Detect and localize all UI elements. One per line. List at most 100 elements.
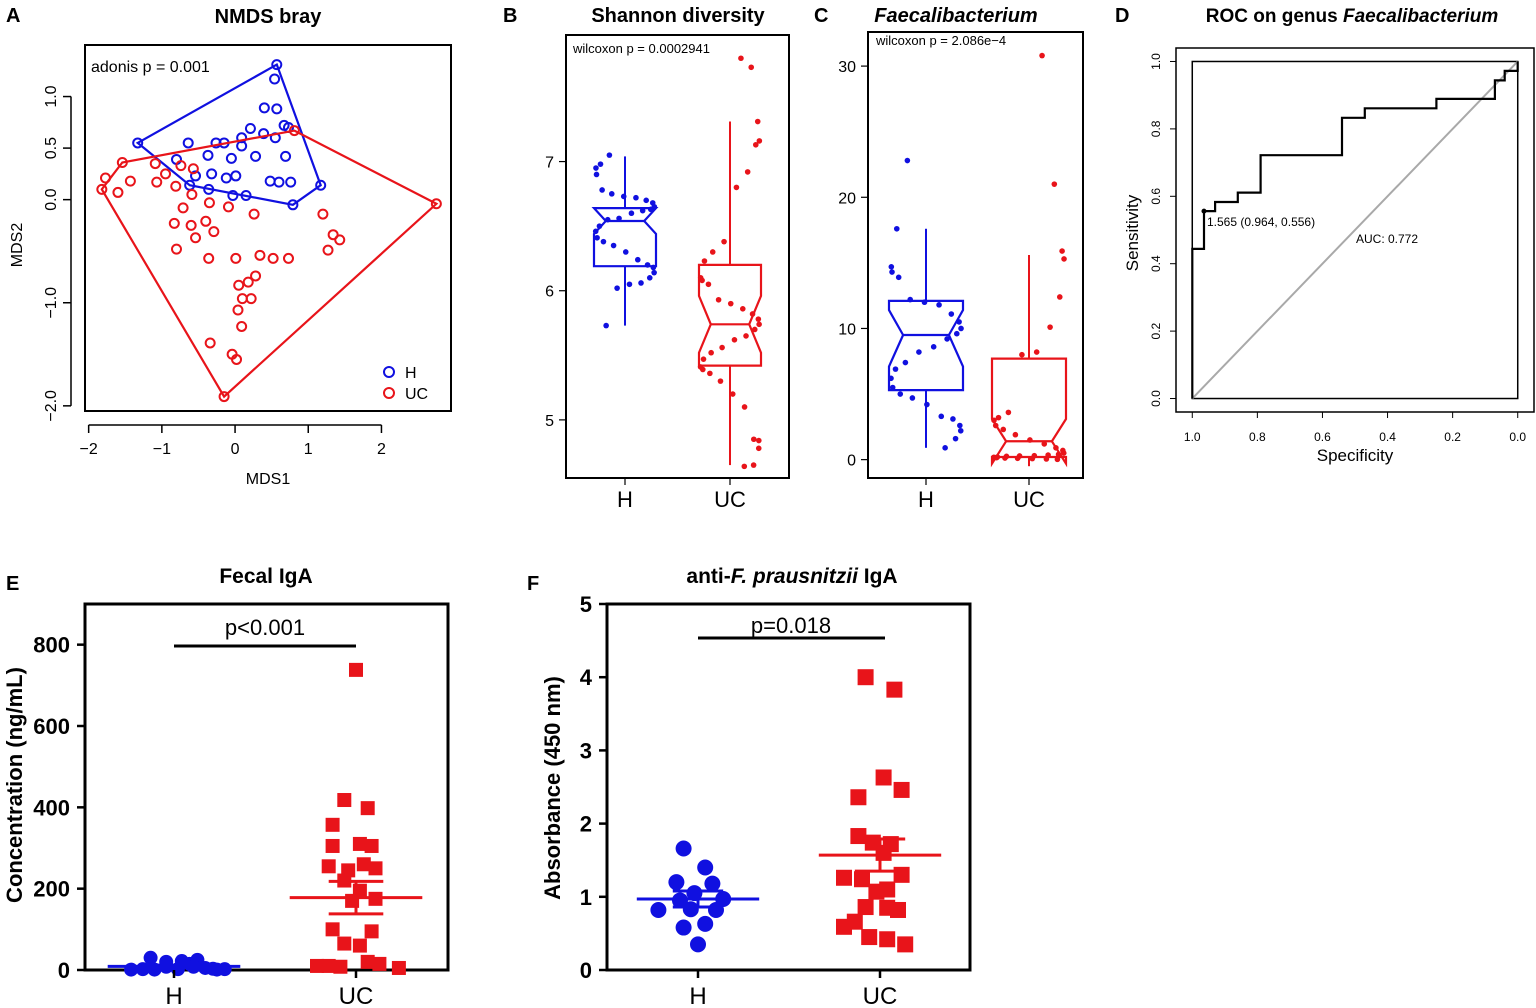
panel-f-xtick-label: UC [863, 983, 898, 1008]
panel-c-h-point [907, 296, 914, 303]
panel-b-h-point [597, 161, 604, 167]
panel-a-ytick-label: 1.0 [43, 85, 60, 107]
panel-a-point-h [236, 140, 248, 152]
panel-b-h-point [646, 275, 653, 281]
panel-c-uc-point [1019, 351, 1025, 358]
panel-c-uc-box [990, 357, 1068, 468]
panel-c-uc-point [1012, 431, 1019, 438]
panel-f-h-point [668, 874, 685, 891]
panel-a-point-h [203, 183, 215, 195]
panel-f-uc-point [893, 781, 910, 798]
panel-c-ytick-label: 10 [838, 321, 856, 338]
panel-c-h-point [888, 375, 894, 382]
panel-a-point-h [206, 168, 218, 180]
panel-b-h-point [650, 264, 657, 271]
panel-a-point-h [240, 190, 252, 202]
panel-e-uc-point [391, 960, 406, 975]
panel-e-ylabel: Concentration (ng/mL) [2, 667, 27, 903]
panel-b-uc-point [744, 169, 751, 175]
panel-f-ytick-label: 4 [580, 665, 593, 690]
panel-c-uc-point [1029, 455, 1036, 462]
panel-e-uc-point [372, 956, 387, 971]
panel-c-h-point [921, 299, 928, 306]
panel-c-uc-point [1059, 248, 1065, 254]
panel-b-uc-point [754, 118, 761, 125]
panel-a-ytick-label: −2.0 [43, 390, 60, 422]
panel-f-uc-point [836, 869, 852, 886]
legend-uc-label: UC [405, 386, 428, 403]
panel-c-uc-point [1047, 324, 1053, 330]
panel-c-uc-point [1053, 445, 1059, 451]
panel-e-uc-point [352, 836, 367, 851]
panel-b-xtick-label: H [617, 487, 633, 512]
panel-b-uc-point [699, 277, 705, 284]
panel-d-title: ROC on genus Faecalibacterium [1206, 6, 1499, 27]
panel-b-h-point [608, 191, 615, 197]
legend-uc-marker [383, 387, 395, 399]
panel-c-h-point [950, 416, 956, 422]
panel-f-h-point [690, 936, 706, 953]
panel-c-h-point [892, 366, 899, 372]
panel-b-uc-point [756, 138, 763, 144]
panel-c-h-point [889, 269, 895, 275]
panel-d-xtick-label: 0.0 [1509, 430, 1526, 444]
panel-b-uc-point [733, 184, 740, 191]
panel-b-uc-point [741, 463, 748, 470]
panel-f-h-point [675, 840, 692, 857]
panel-e-pvalue: p<0.001 [225, 615, 305, 640]
panel-b-h-point [610, 242, 617, 249]
panel-d-xtick-label: 0.2 [1444, 430, 1461, 444]
panel-b-uc-point [739, 306, 746, 312]
panel-b-uc-point [755, 316, 762, 322]
panel-c-uc-point [995, 414, 1002, 421]
panel-c-annotation: wilcoxon p = 2.086e−4 [875, 33, 1006, 48]
panel-e-xtick-label: UC [339, 983, 374, 1008]
panel-b-h-point [633, 194, 639, 201]
panel-f-ytick-label: 2 [580, 812, 592, 837]
panel-b-ytick-label: 7 [545, 155, 554, 172]
panel-c-h-point [904, 157, 911, 164]
panel-c-ytick-label: 30 [838, 59, 856, 76]
panel-e-uc-point [321, 958, 336, 973]
panel-c-uc-point [1039, 52, 1045, 59]
panel-e-xtick-label: H [165, 983, 182, 1008]
panel-c-h-point [889, 384, 896, 391]
panel-b-uc-point [727, 300, 734, 307]
panel-b-h-point [639, 207, 646, 214]
panel-a-point-uc [96, 183, 108, 195]
panel-d-ylabel: Sensitivity [1123, 194, 1142, 271]
panel-f-h-point [650, 901, 667, 918]
panel-a-point-uc [99, 172, 111, 184]
panel-a-point-h [227, 190, 239, 202]
panel-f-uc-point [897, 936, 914, 953]
panel-a-point-h [271, 59, 283, 71]
panel-b-ytick-label: 6 [545, 284, 554, 301]
panel-f-uc-point [857, 899, 874, 916]
panel-b-uc-point [717, 378, 724, 384]
panel-f-uc-point [879, 881, 896, 898]
panel-a-point-uc [170, 180, 182, 192]
panel-b-uc-point [756, 437, 762, 444]
panel-c-uc-point [1005, 409, 1012, 416]
panel-b-uc-point [750, 436, 757, 443]
panel-a-point-uc [185, 219, 197, 231]
panel-b-h-point [614, 285, 620, 291]
panel-b-h-point [593, 171, 600, 178]
panel-a-point-uc [233, 279, 245, 291]
panel-a-point-uc [187, 163, 199, 175]
panel-c-h-point [952, 435, 959, 442]
panel-e-uc-point [333, 959, 348, 974]
panel-e-uc-point [360, 801, 375, 816]
panel-a-point-h [287, 199, 299, 211]
panel-a-frame [84, 44, 452, 412]
panel-d-roc-curve [1191, 61, 1519, 399]
panel-b-uc-point [738, 55, 744, 62]
panel-b-uc-point [700, 366, 706, 373]
panel-a-point-uc [232, 304, 244, 316]
panel-b-uc-point [709, 249, 716, 255]
panel-a-point-h [258, 128, 270, 140]
panel-c-h-point [953, 330, 960, 337]
panel-a-point-uc [327, 229, 339, 241]
panel-f-ytick-label: 3 [580, 738, 592, 763]
panel-a-xtick-label: 2 [377, 441, 386, 458]
